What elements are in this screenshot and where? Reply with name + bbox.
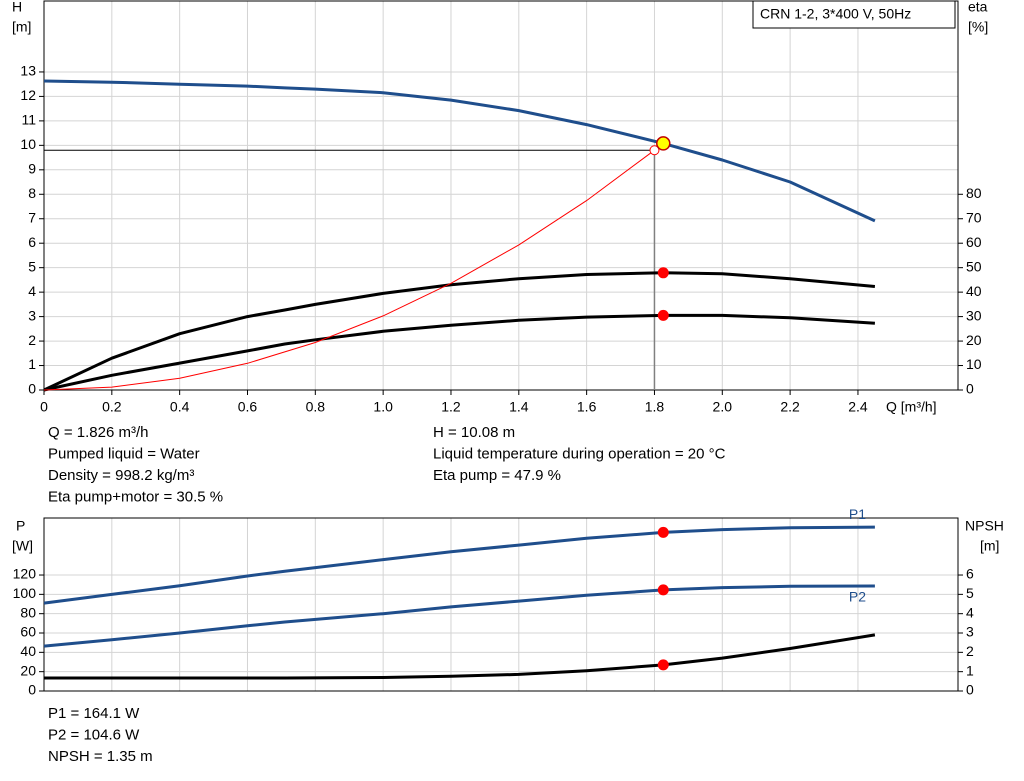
operating-dot <box>657 584 669 596</box>
x-tick-label: 1.6 <box>577 399 597 415</box>
duty-point <box>649 145 660 156</box>
x-tick-label: 1.0 <box>373 399 393 415</box>
y-axis-label: P <box>16 518 25 534</box>
y2-tick-label: 4 <box>966 604 974 620</box>
y2-tick-label: 6 <box>966 566 974 582</box>
x-tick-label: 2.4 <box>848 399 868 415</box>
series-label: P2 <box>849 589 866 605</box>
y2-axis-label: NPSH <box>965 518 1004 534</box>
x-tick-label: 0.2 <box>102 399 122 415</box>
curve <box>43 584 875 648</box>
y-tick-label: 60 <box>20 624 36 640</box>
y-tick-label: 9 <box>28 161 36 177</box>
y2-tick-label: 80 <box>966 185 982 201</box>
y-tick-label: 100 <box>13 585 37 601</box>
info-line: H = 10.08 m <box>433 424 515 441</box>
y-tick-label: 7 <box>28 209 36 225</box>
y2-tick-label: 0 <box>966 682 974 698</box>
y-tick-label: 80 <box>20 604 36 620</box>
plot-frame <box>43 517 959 692</box>
y-tick-label: 5 <box>28 258 36 274</box>
x-tick-label: 0 <box>40 399 48 415</box>
info-line: Q = 1.826 m³/h <box>48 424 148 441</box>
x-tick-label: 1.8 <box>645 399 665 415</box>
operating-dot <box>657 309 669 321</box>
y-tick-label: 40 <box>20 643 36 659</box>
legend-box <box>752 0 956 29</box>
y-tick-label: 0 <box>28 682 36 698</box>
y2-tick-label: 0 <box>966 381 974 397</box>
x-tick-label: 1.2 <box>441 399 461 415</box>
y-axis-label: H <box>12 0 22 15</box>
y2-tick-label: 2 <box>966 643 974 659</box>
info-line: Liquid temperature during operation = 20… <box>433 445 726 462</box>
curve <box>43 149 655 391</box>
x-tick-label: 2.2 <box>780 399 800 415</box>
info-line: Density = 998.2 kg/m³ <box>48 467 194 484</box>
info-line: Eta pump = 47.9 % <box>433 467 561 484</box>
operating-dot <box>657 659 669 671</box>
info-line: NPSH = 1.35 m <box>48 748 153 765</box>
y2-tick-label: 5 <box>966 585 974 601</box>
y2-tick-label: 20 <box>966 332 982 348</box>
x-tick-label: 2.0 <box>713 399 733 415</box>
curve <box>43 79 876 223</box>
y2-tick-label: 50 <box>966 258 982 274</box>
info-line: P2 = 104.6 W <box>48 726 140 743</box>
y-axis-unit: [m] <box>12 19 31 35</box>
info-line: Eta pump+motor = 30.5 % <box>48 488 223 505</box>
y-tick-label: 6 <box>28 234 36 250</box>
x-tick-label: 1.4 <box>509 399 529 415</box>
y-tick-label: 12 <box>20 87 36 103</box>
y2-tick-label: 30 <box>966 307 982 323</box>
y-tick-label: 3 <box>28 307 36 323</box>
y2-tick-label: 40 <box>966 283 982 299</box>
x-tick-label: 0.6 <box>238 399 258 415</box>
operating-dot <box>657 267 669 279</box>
x-tick-label: 0.8 <box>306 399 326 415</box>
x-tick-label: 0.4 <box>170 399 190 415</box>
y-tick-label: 13 <box>20 63 36 79</box>
operating-dot <box>657 526 669 538</box>
x-axis-label: Q [m³/h] <box>886 399 937 415</box>
y-tick-label: 10 <box>20 136 36 152</box>
y2-tick-label: 1 <box>966 662 974 678</box>
series-label: P1 <box>849 506 866 522</box>
y-tick-label: 8 <box>28 185 36 201</box>
operating-point <box>656 136 671 151</box>
y-tick-label: 0 <box>28 381 36 397</box>
curve <box>44 633 876 680</box>
info-line: P1 = 164.1 W <box>48 705 140 722</box>
legend-text: CRN 1-2, 3*400 V, 50Hz <box>760 6 911 22</box>
y-tick-label: 11 <box>21 112 36 128</box>
y-axis-unit: [W] <box>12 538 33 554</box>
y2-tick-label: 70 <box>966 209 982 225</box>
info-line: Pumped liquid = Water <box>48 445 200 462</box>
curve <box>43 271 876 392</box>
y-tick-label: 120 <box>13 566 37 582</box>
y-tick-label: 2 <box>28 332 36 348</box>
y2-axis-unit: [%] <box>968 19 988 35</box>
curve <box>43 313 875 392</box>
y2-axis-unit: [m] <box>980 538 999 554</box>
curve <box>43 525 875 605</box>
y2-tick-label: 10 <box>966 356 982 372</box>
plot-frame <box>43 0 959 391</box>
y2-tick-label: 3 <box>966 624 974 640</box>
y2-axis-label: eta <box>968 0 988 15</box>
y-tick-label: 1 <box>28 356 36 372</box>
y-tick-label: 20 <box>20 662 36 678</box>
y-tick-label: 4 <box>28 283 36 299</box>
y2-tick-label: 60 <box>966 234 982 250</box>
